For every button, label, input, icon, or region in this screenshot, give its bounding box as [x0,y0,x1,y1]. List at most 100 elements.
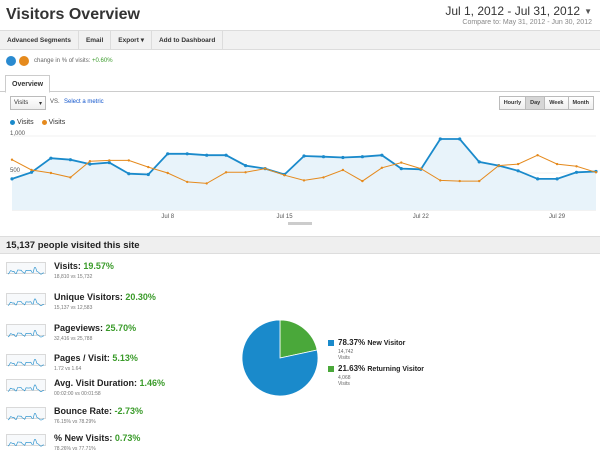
data-point[interactable] [458,137,462,141]
data-point[interactable] [166,171,169,175]
data-point[interactable] [322,176,325,179]
data-point[interactable] [380,153,384,157]
month-button[interactable]: Month [568,96,594,110]
data-point[interactable] [341,168,345,172]
data-point[interactable] [244,171,247,174]
tab-overview[interactable]: Overview [5,75,51,93]
data-point[interactable] [341,155,345,160]
data-point[interactable] [321,155,326,159]
data-point[interactable] [574,170,579,174]
segment-change-label: change in % of visits: [34,58,91,64]
data-point[interactable] [497,164,500,167]
add-to-dashboard-button[interactable]: Add to Dashboard [152,30,224,50]
data-point[interactable] [594,171,598,174]
segment-circle-icon[interactable] [19,56,29,66]
metric-row[interactable]: Visits: 19.57% 18,810 vs 15,732 [6,260,226,288]
data-point[interactable] [244,164,248,168]
metric-change: 1.46% [139,378,166,388]
metric-row[interactable]: Pageviews: 25.70% 32,416 vs 25,788 [6,322,226,350]
date-range-picker[interactable]: Jul 1, 2012 - Jul 31, 2012 ▼ Compare to:… [445,4,592,26]
day-button[interactable]: Day [526,96,546,110]
data-point[interactable] [205,182,208,185]
metric-comparison: 78.26% vs 77.71% [54,446,96,452]
week-button[interactable]: Week [545,96,569,110]
resize-handle[interactable] [288,222,312,225]
data-point[interactable] [302,154,306,158]
chart-legend: Visits Visits [10,119,65,126]
data-point[interactable] [127,172,131,176]
sparkline [6,354,46,367]
legend-item: Visits [10,119,34,126]
x-tick-label: Jul 15 [277,214,294,220]
metric-row[interactable]: Unique Visitors: 20.30% 15,137 vs 12,583 [6,291,226,319]
data-point[interactable] [107,161,111,165]
email-button[interactable]: Email [79,30,112,50]
export-button[interactable]: Export ▾ [111,30,152,50]
hourly-button[interactable]: Hourly [498,96,527,110]
data-point[interactable] [516,162,520,166]
data-point[interactable] [399,167,403,171]
data-point[interactable] [555,177,559,181]
data-point[interactable] [147,165,150,169]
data-point[interactable] [302,179,306,182]
data-point[interactable] [205,153,209,157]
data-point[interactable] [400,161,403,164]
data-point[interactable] [224,153,228,157]
data-point[interactable] [478,179,481,183]
data-point[interactable] [88,162,92,166]
data-point[interactable] [380,166,384,169]
data-point[interactable] [360,155,364,159]
data-point[interactable] [49,156,53,160]
data-point[interactable] [263,167,267,170]
data-point[interactable] [10,177,14,181]
metric-name: Visits: 19.57% [54,261,114,271]
data-point[interactable] [68,158,72,162]
metric-label: % New Visits: [54,433,113,443]
segment-circle-icon[interactable] [6,56,16,66]
sparkline [6,434,46,447]
data-point[interactable] [536,177,540,181]
data-point[interactable] [477,160,481,164]
data-point[interactable] [575,165,578,168]
data-point[interactable] [283,174,286,177]
chevron-down-icon: ▾ [140,37,144,44]
data-point[interactable] [29,170,34,174]
data-point[interactable] [419,167,422,170]
data-point[interactable] [439,179,442,182]
select-metric-link[interactable]: Select a metric [64,99,104,105]
data-point[interactable] [185,152,189,156]
metric-row[interactable]: Pages / Visit: 5.13% 1.72 vs 1.64 [6,352,226,380]
sparkline [6,407,46,421]
data-point[interactable] [186,180,189,184]
segment-row: change in % of visits: +0.60% [6,54,113,68]
data-point[interactable] [30,168,33,172]
data-point[interactable] [108,159,111,162]
data-point[interactable] [10,158,14,161]
metric-row[interactable]: Bounce Rate: -2.73% 76.15% vs 78.29% [6,405,226,433]
metric-name: Bounce Rate: -2.73% [54,406,143,416]
data-point[interactable] [69,176,72,179]
data-point[interactable] [166,152,170,156]
data-point[interactable] [555,162,559,166]
data-point[interactable] [127,159,130,162]
metric-label: Unique Visitors: [54,292,123,302]
data-point[interactable] [49,171,53,175]
data-point[interactable] [146,172,150,177]
data-point[interactable] [516,169,520,173]
pie-slice[interactable] [279,319,318,359]
data-point[interactable] [361,179,364,183]
advanced-segments-button[interactable]: Advanced Segments [0,30,79,50]
data-point[interactable] [438,137,442,141]
data-point[interactable] [88,160,92,163]
x-tick-label: Jul 8 [161,214,174,220]
data-point[interactable] [458,179,461,183]
pie-slice[interactable] [241,319,319,397]
pie-chart-svg [241,319,319,397]
data-point[interactable] [536,154,539,157]
chevron-down-icon[interactable]: ▼ [584,6,592,16]
metric-row[interactable]: % New Visits: 0.73% 78.26% vs 77.71% [6,432,226,456]
metric-comparison: 15,137 vs 12,583 [54,305,93,311]
data-point[interactable] [224,171,228,174]
metric-select[interactable]: Visits ▾ [10,96,46,110]
metric-row[interactable]: Avg. Visit Duration: 1.46% 00:02:00 vs 00… [6,377,226,405]
